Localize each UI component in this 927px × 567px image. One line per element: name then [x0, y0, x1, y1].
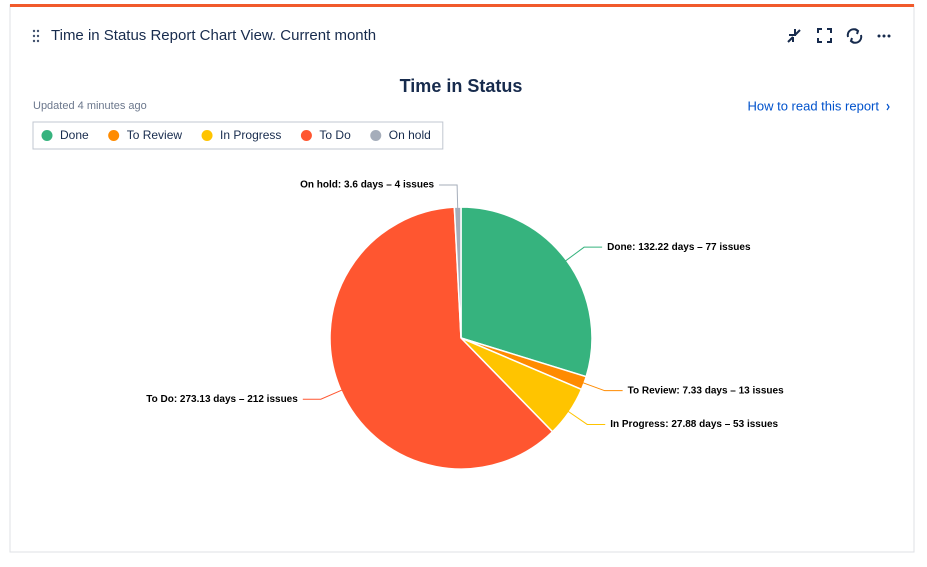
pie: Done: 132.22 days – 77 issues To Review: …	[146, 180, 784, 470]
data-label: To Do: 273.13 days – 212 issues	[146, 394, 298, 405]
legend-swatch[interactable]	[300, 130, 312, 141]
leader-line	[567, 410, 606, 425]
refresh-icon[interactable]	[846, 28, 863, 44]
legend-label[interactable]: To Review	[127, 128, 183, 142]
leader-line	[564, 246, 603, 262]
help-link-chevron[interactable]	[886, 103, 890, 111]
minimize-icon[interactable]	[787, 29, 801, 43]
legend-label[interactable]: On hold	[389, 128, 431, 142]
more-icon[interactable]	[877, 34, 891, 38]
help-link[interactable]: How to read this report	[747, 98, 879, 113]
fullscreen-icon[interactable]	[817, 28, 832, 43]
legend-swatch[interactable]	[108, 130, 120, 141]
legend-items: Done To Review In Progress To Do On hold	[41, 128, 431, 142]
legend-label[interactable]: To Do	[319, 128, 351, 142]
legend-label[interactable]: Done	[60, 128, 89, 142]
drag-handle[interactable]	[32, 29, 40, 43]
legend-label[interactable]: In Progress	[220, 128, 281, 142]
gadget-title: Time in Status Report Chart View. Curren…	[51, 27, 376, 44]
card-top-border	[10, 4, 914, 7]
legend-swatch[interactable]	[41, 130, 53, 141]
data-label: In Progress: 27.88 days – 53 issues	[610, 419, 778, 430]
data-label: To Review: 7.33 days – 13 issues	[628, 385, 784, 396]
updated-text: Updated 4 minutes ago	[33, 100, 147, 112]
leader-line	[439, 184, 459, 210]
legend-swatch[interactable]	[201, 130, 213, 141]
leader-line	[581, 381, 623, 392]
data-label: On hold: 3.6 days – 4 issues	[300, 180, 434, 191]
legend-swatch[interactable]	[370, 130, 382, 141]
data-label: Done: 132.22 days – 77 issues	[607, 242, 751, 253]
chart-title: Time in Status	[400, 76, 523, 96]
leader-line	[302, 389, 343, 400]
